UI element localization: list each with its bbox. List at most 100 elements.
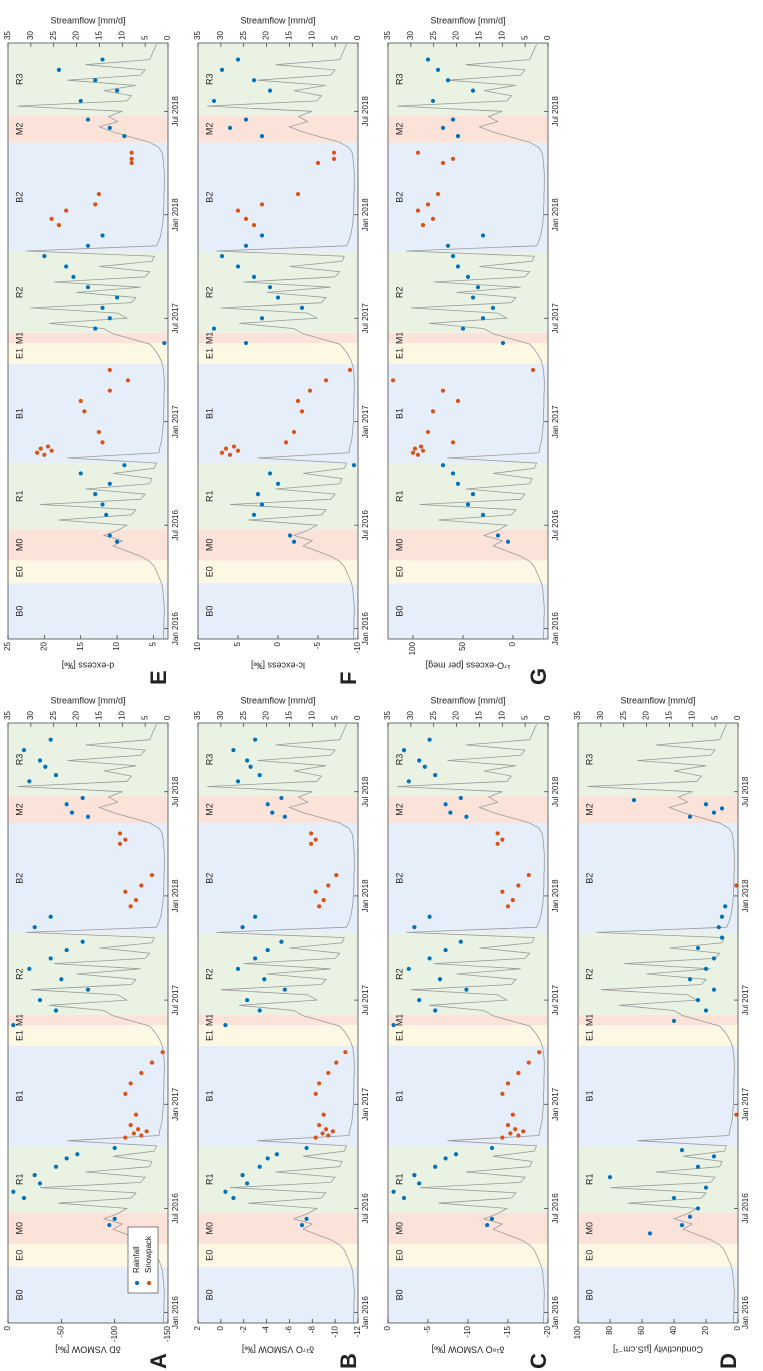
period-band xyxy=(388,1266,548,1323)
period-band xyxy=(198,1266,358,1323)
y-tick-label: -5 xyxy=(313,641,322,649)
x-tick-label: Jul 2016 xyxy=(741,1193,750,1224)
panel: B0 E0 M0 R1 B1 E1 M1 R2 B2 M2 R3 -10 -5 0 5 10 0 5 10 15 20 2… xyxy=(193,15,370,685)
y-tick-label: -150 xyxy=(163,1325,172,1342)
data-point xyxy=(323,378,329,383)
data-point xyxy=(265,1156,270,1161)
y-tick-label: 0 xyxy=(3,1325,12,1330)
y-tick-label: 25 xyxy=(3,641,12,650)
y2-tick-label: 10 xyxy=(117,711,126,720)
y2-tick-label: 5 xyxy=(710,715,719,720)
data-point xyxy=(480,316,486,321)
data-point xyxy=(420,448,426,453)
y2-axis-label: Streamflow [mm/d] xyxy=(50,15,125,25)
data-point xyxy=(100,233,105,238)
data-point xyxy=(96,429,102,435)
data-point xyxy=(42,452,47,457)
y-axis-label: Conductivity [µS.cm⁻¹] xyxy=(613,1345,703,1355)
y-tick-label: 0 xyxy=(733,1325,742,1330)
period-label: E0 xyxy=(394,1250,404,1261)
data-point xyxy=(59,977,64,982)
x-tick-label: Jan 2017 xyxy=(361,1087,370,1120)
data-point xyxy=(125,378,131,383)
landscape-figure: B0E0M0R1B1E1M1R2B2M2R3-150-100-500051015… xyxy=(3,15,750,1369)
data-point xyxy=(490,305,496,310)
data-point xyxy=(251,512,257,517)
data-point xyxy=(401,747,407,753)
data-point xyxy=(711,810,717,815)
data-point xyxy=(265,947,270,953)
data-point xyxy=(521,1129,526,1134)
data-point xyxy=(304,1145,309,1151)
x-tick-label: Jul 2017 xyxy=(361,303,370,334)
x-tick-label: Jul 2018 xyxy=(741,776,750,807)
y-tick-label: 50 xyxy=(458,641,467,650)
data-point xyxy=(458,795,463,801)
data-point xyxy=(85,117,91,122)
legend-marker xyxy=(146,1280,152,1286)
data-point xyxy=(505,539,511,544)
data-point xyxy=(56,223,62,228)
period-label: M0 xyxy=(394,539,404,552)
data-point xyxy=(227,452,233,457)
data-point xyxy=(299,409,305,414)
data-point xyxy=(427,737,432,742)
data-point xyxy=(291,429,297,435)
data-point xyxy=(262,977,267,982)
data-point xyxy=(455,398,461,404)
period-band xyxy=(198,332,358,344)
data-point xyxy=(450,117,456,122)
data-point xyxy=(53,772,59,778)
data-point xyxy=(703,1008,709,1013)
data-point xyxy=(219,254,225,259)
data-point xyxy=(133,1112,139,1117)
period-label: E1 xyxy=(14,1030,24,1041)
y2-tick-label: 30 xyxy=(216,711,225,720)
period-label: B1 xyxy=(584,1090,594,1101)
y-tick-label: 10 xyxy=(193,641,202,650)
data-point xyxy=(417,1181,422,1186)
data-point xyxy=(64,802,69,807)
data-point xyxy=(37,997,43,1003)
data-point xyxy=(53,1164,59,1169)
data-point xyxy=(465,274,471,279)
x-tick-label: Jul 2016 xyxy=(551,1193,560,1224)
y-tick-label: 0 xyxy=(508,641,517,646)
data-point xyxy=(123,1091,128,1096)
period-band xyxy=(198,1025,358,1046)
data-point xyxy=(37,1181,43,1186)
data-point xyxy=(75,1152,80,1157)
data-point xyxy=(133,897,139,903)
period-label: E1 xyxy=(204,348,214,359)
period-band xyxy=(198,723,358,796)
period-band xyxy=(388,343,548,364)
x-tick-label: Jan 2016 xyxy=(551,612,560,645)
period-band xyxy=(388,142,548,253)
x-tick-label: Jul 2018 xyxy=(361,776,370,807)
period-band xyxy=(198,1243,358,1267)
y2-tick-label: 35 xyxy=(383,31,392,40)
period-label: R3 xyxy=(584,754,594,766)
y2-tick-label: 20 xyxy=(642,711,651,720)
data-point xyxy=(500,340,506,346)
period-label: E0 xyxy=(14,566,24,577)
x-tick-label: Jul 2017 xyxy=(551,984,560,1015)
x-tick-label: Jan 2017 xyxy=(551,405,560,438)
y-tick-label: 5 xyxy=(233,641,242,646)
y2-tick-label: 10 xyxy=(307,711,316,720)
period-band xyxy=(8,363,168,464)
data-point xyxy=(510,897,515,903)
y-tick-label: -12 xyxy=(353,1325,362,1337)
panel-letter: F xyxy=(336,672,361,685)
data-point xyxy=(719,806,725,811)
period-label: E0 xyxy=(394,566,404,577)
period-label: M1 xyxy=(14,332,24,345)
period-label: E0 xyxy=(584,1250,594,1261)
data-point xyxy=(42,254,47,259)
data-point xyxy=(270,810,275,815)
data-point xyxy=(450,156,456,161)
data-point xyxy=(245,758,250,763)
y2-tick-label: 25 xyxy=(429,711,438,720)
data-point xyxy=(139,883,144,888)
period-label: R3 xyxy=(394,754,404,766)
